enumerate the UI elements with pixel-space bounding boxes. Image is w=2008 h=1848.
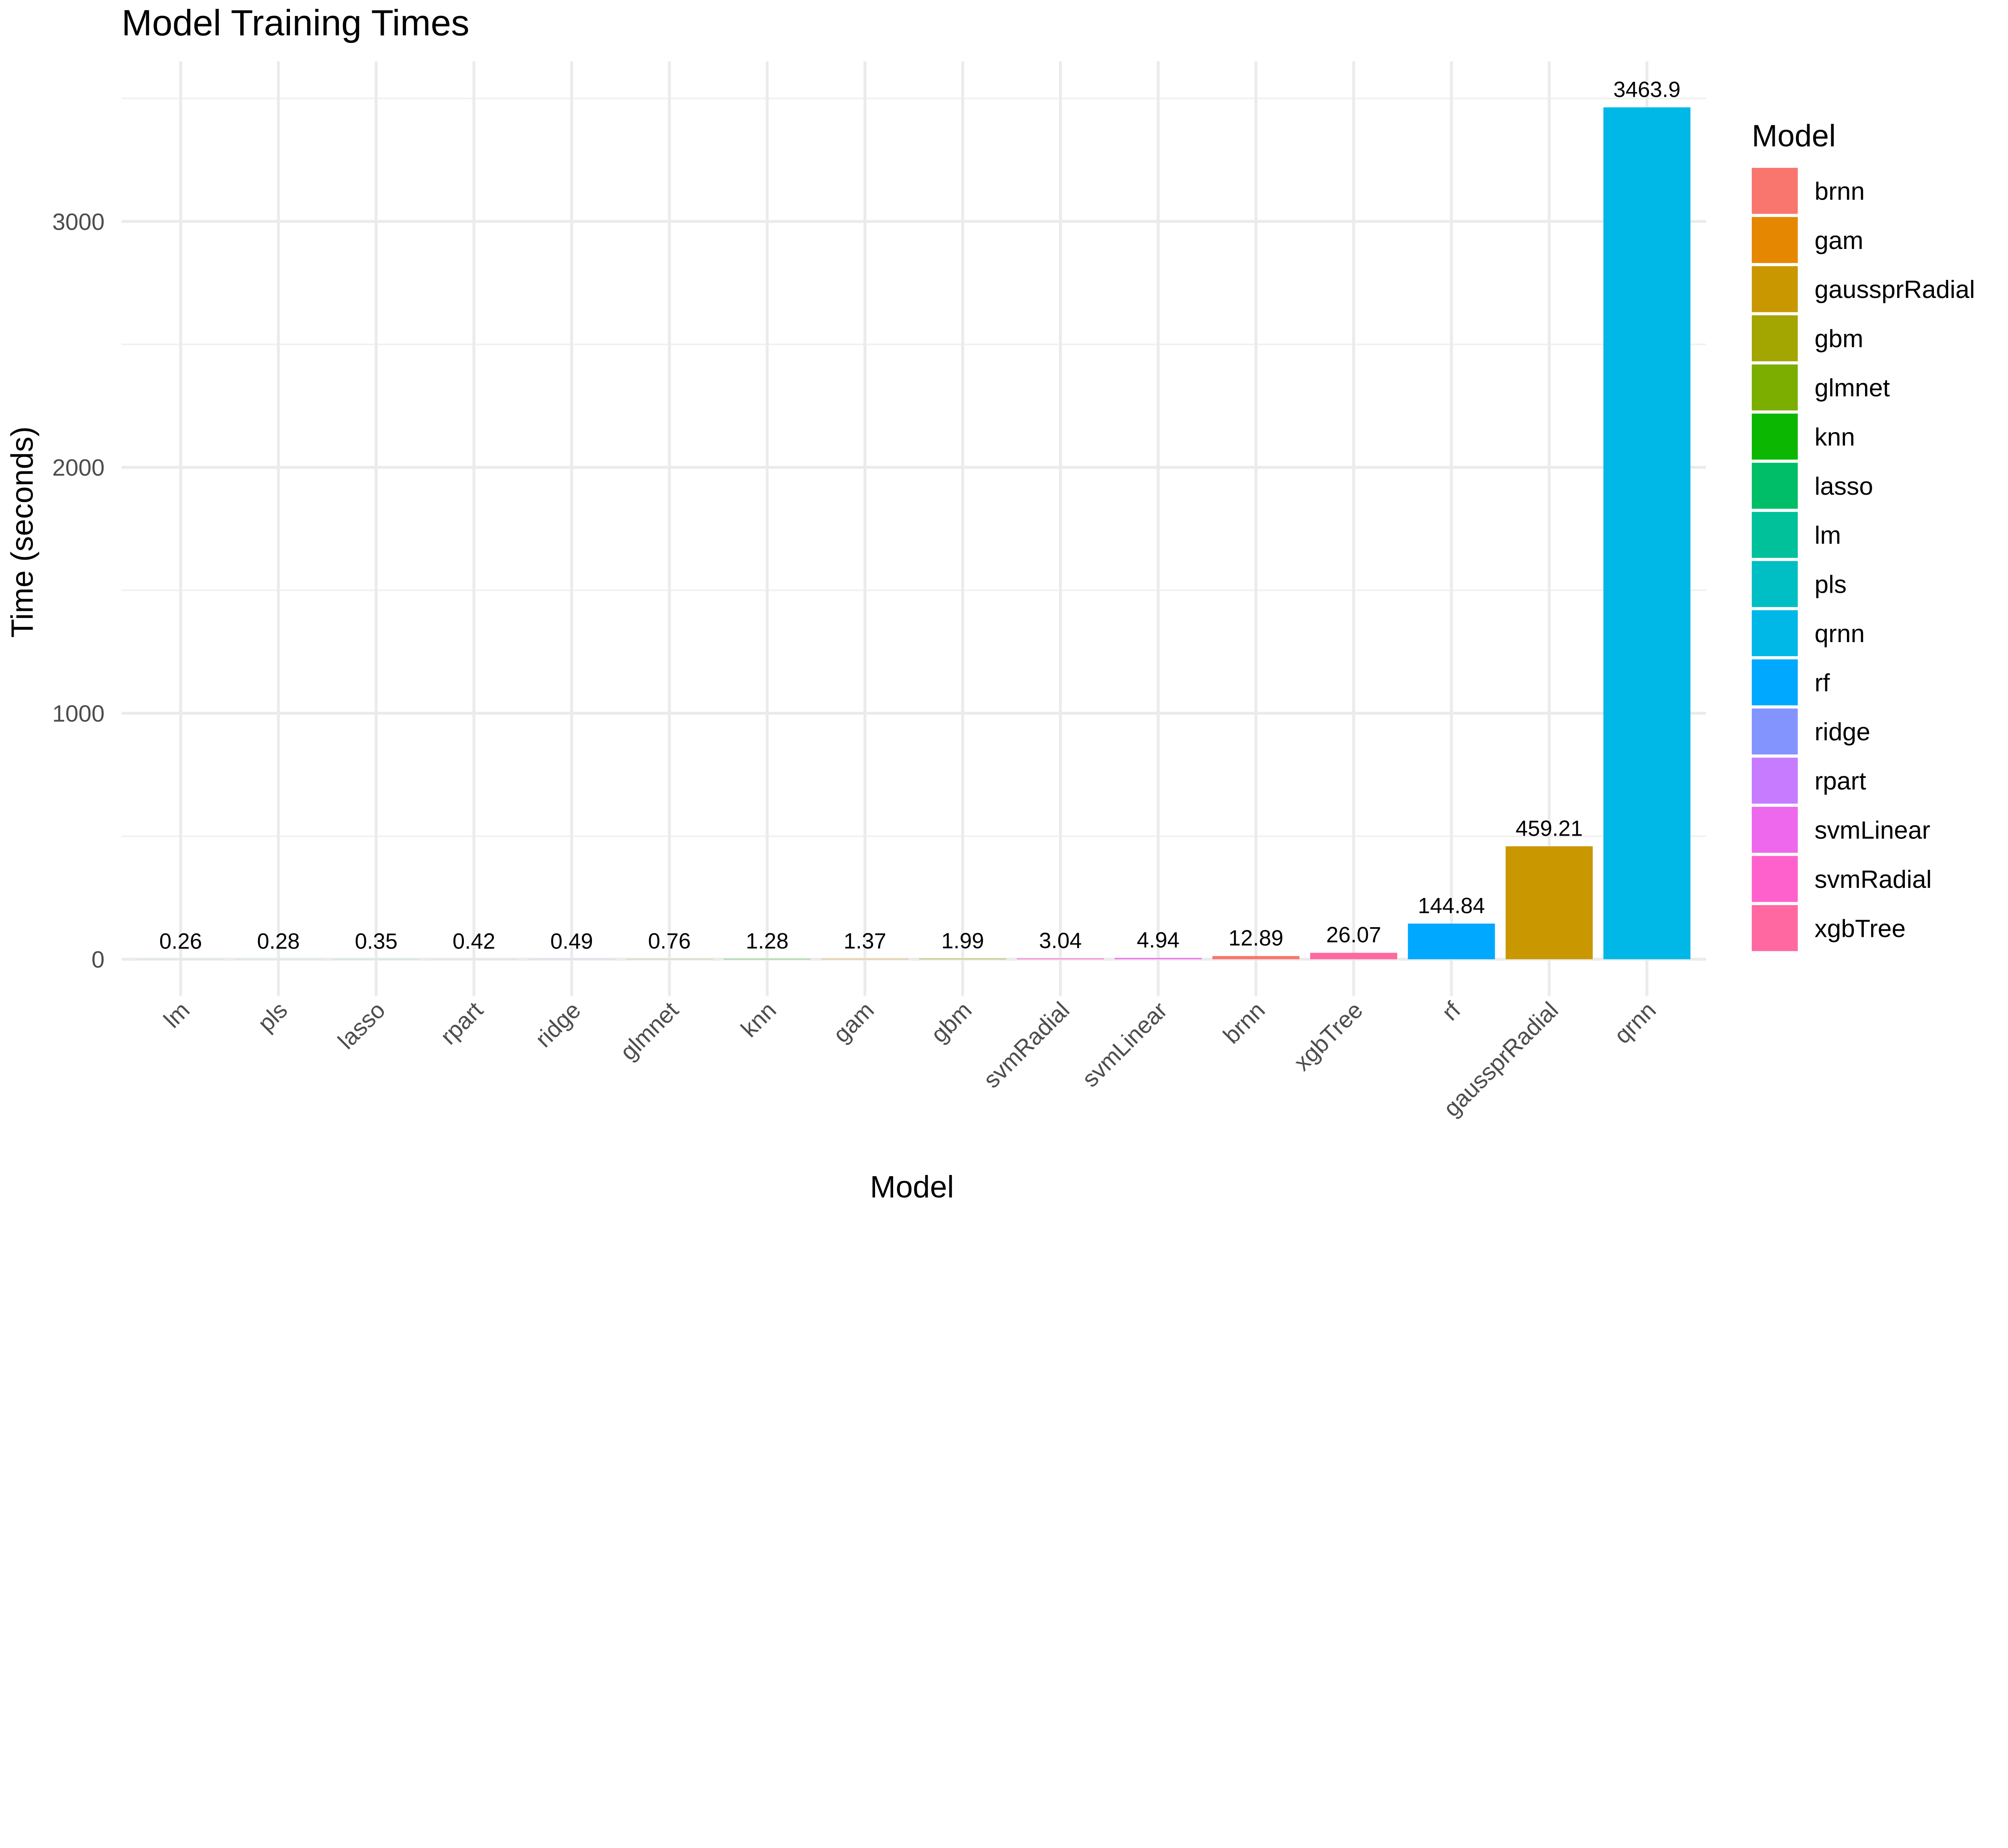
x-tick-label: svmLinear (1077, 997, 1172, 1092)
x-tick-label: ridge (531, 997, 586, 1053)
x-axis-title: Model (870, 1170, 954, 1203)
bars (137, 107, 1691, 959)
value-labels: 0.26 0.28 0.35 0.42 0.49 0.76 1.28 1.37 1.99 3.04… (159, 77, 1681, 953)
x-axis-ticks: lm pls lasso rpart ridge glmnet knn gam gbm svmRa… (159, 997, 1661, 1122)
legend-label-lm: lm (1814, 521, 1841, 549)
value-label-lasso: 0.35 (355, 928, 397, 953)
legend-key-lasso (1751, 463, 1798, 509)
x-tick-label: pls (253, 997, 293, 1037)
legend-key-glmnet (1751, 364, 1798, 411)
value-label-glmnet: 0.76 (648, 928, 691, 953)
y-tick-label: 0 (92, 947, 105, 973)
legend-key-svmRadial (1751, 856, 1798, 902)
x-tick-label: lm (159, 997, 195, 1033)
legend-key-svmLinear (1751, 807, 1798, 853)
legend-key-gbm (1751, 315, 1798, 361)
y-tick-label: 2000 (52, 455, 104, 481)
bar-qrnn (1603, 107, 1691, 959)
legend-label-lasso: lasso (1814, 472, 1873, 500)
legend-label-knn: knn (1814, 423, 1855, 451)
value-label-svmRadial: 3.04 (1039, 928, 1082, 953)
y-tick-label: 1000 (52, 701, 104, 727)
legend-key-rf (1751, 659, 1798, 706)
grid (121, 61, 1706, 996)
bar-svmLinear (1114, 958, 1202, 959)
legend-key-rpart (1751, 757, 1798, 804)
legend-key-qrnn (1751, 610, 1798, 657)
x-tick-label: xgbTree (1289, 997, 1368, 1076)
legend-label-qrnn: qrnn (1814, 620, 1865, 648)
x-tick-label: qrnn (1609, 997, 1661, 1049)
y-axis-ticks: 0 1000 2000 3000 (52, 209, 104, 973)
value-label-qrnn: 3463.9 (1613, 77, 1680, 102)
legend-key-xgbTree (1751, 905, 1798, 951)
legend-label-xgbTree: xgbTree (1814, 914, 1906, 942)
x-tick-label: gbm (926, 997, 977, 1048)
value-label-lm: 0.26 (159, 928, 202, 953)
value-label-rf: 144.84 (1418, 893, 1485, 918)
legend-label-gaussprRadial: gaussprRadial (1814, 275, 1975, 304)
value-label-gbm: 1.99 (941, 928, 984, 953)
legend-title: Model (1752, 119, 1836, 153)
legend-label-rf: rf (1814, 669, 1830, 697)
legend-label-gam: gam (1814, 226, 1863, 255)
value-label-rpart: 0.42 (453, 928, 495, 953)
value-label-pls: 0.28 (257, 928, 300, 953)
legend-label-svmLinear: svmLinear (1814, 816, 1930, 844)
y-axis-title: Time (seconds) (5, 426, 39, 638)
legend-label-rpart: rpart (1814, 767, 1866, 795)
legend-key-gaussprRadial (1751, 266, 1798, 312)
value-label-brnn: 12.89 (1228, 926, 1284, 951)
legend-key-brnn (1751, 167, 1798, 214)
legend-label-glmnet: glmnet (1814, 374, 1890, 402)
x-tick-label: rf (1437, 997, 1466, 1026)
value-label-knn: 1.28 (746, 928, 788, 953)
x-tick-label: lasso (333, 997, 390, 1055)
legend-label-gbm: gbm (1814, 325, 1863, 353)
x-tick-label: svmRadial (978, 997, 1074, 1093)
legend-key-lm (1751, 512, 1798, 558)
bar-chart: 0.26 0.28 0.35 0.42 0.49 0.76 1.28 1.37 1.99 3.04… (5, 2, 1975, 1203)
legend-label-brnn: brnn (1814, 177, 1865, 205)
legend: Model brnn gam gaussprRadial gbm glmnet knn la… (1751, 119, 1975, 951)
value-label-xgbTree: 26.07 (1326, 922, 1381, 947)
legend-label-ridge: ridge (1814, 718, 1870, 746)
value-label-gam: 1.37 (843, 928, 886, 953)
x-tick-label: brnn (1218, 997, 1270, 1049)
legend-key-ridge (1751, 708, 1798, 755)
value-label-svmLinear: 4.94 (1137, 928, 1179, 953)
x-tick-label: gam (828, 997, 879, 1048)
bar-rf (1408, 923, 1495, 959)
x-tick-label: glmnet (615, 997, 684, 1065)
legend-key-knn (1751, 413, 1798, 460)
value-label-ridge: 0.49 (550, 928, 593, 953)
y-tick-label: 3000 (52, 209, 104, 235)
x-tick-label: rpart (435, 997, 488, 1050)
legend-label-pls: pls (1814, 571, 1847, 599)
x-tick-label: knn (736, 997, 782, 1042)
legend-key-gam (1751, 217, 1798, 263)
bar-gaussprRadial (1506, 846, 1593, 959)
chart-title: Model Training Times (122, 2, 469, 43)
bar-brnn (1212, 956, 1300, 959)
value-label-gaussprRadial: 459.21 (1516, 816, 1583, 840)
bar-xgbTree (1310, 953, 1398, 959)
legend-label-svmRadial: svmRadial (1814, 865, 1932, 893)
legend-key-pls (1751, 561, 1798, 607)
